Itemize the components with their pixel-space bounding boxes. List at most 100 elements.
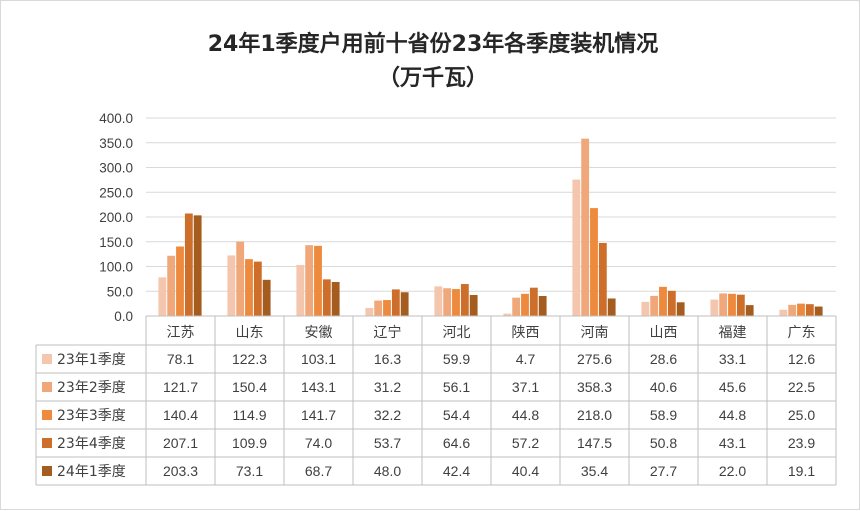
bar [521, 293, 529, 316]
legend-key [42, 466, 52, 476]
bar [745, 305, 754, 316]
bar [512, 297, 521, 316]
bar [788, 304, 797, 316]
bar [331, 281, 340, 316]
bar [650, 295, 659, 316]
bar [400, 292, 409, 316]
data-label: 122.3 [232, 351, 267, 367]
category-label: 广东 [788, 325, 816, 341]
bar [538, 296, 547, 316]
bar [659, 286, 667, 316]
bar [598, 242, 607, 316]
data-label: 27.7 [650, 463, 677, 479]
category-label: 陕西 [512, 325, 540, 341]
data-label: 4.7 [516, 351, 536, 367]
data-label: 48.0 [374, 463, 401, 479]
bar [797, 303, 805, 317]
data-label: 218.0 [577, 407, 612, 423]
bar [176, 246, 184, 316]
data-label: 23.9 [788, 435, 815, 451]
data-label: 207.1 [163, 435, 198, 451]
data-label: 78.1 [167, 351, 194, 367]
data-label: 40.4 [512, 463, 539, 479]
bar [245, 259, 253, 316]
data-label: 44.8 [719, 407, 746, 423]
data-label: 50.8 [650, 435, 677, 451]
data-label: 73.1 [236, 463, 263, 479]
bar [581, 138, 590, 316]
bar [262, 279, 271, 316]
y-tick-label: 300.0 [99, 161, 133, 176]
series-name: 23年3季度 [57, 408, 126, 424]
y-tick-label: 250.0 [99, 185, 133, 200]
bar [296, 264, 305, 316]
legend-key [42, 438, 52, 448]
category-label: 河北 [443, 325, 471, 341]
data-label: 22.5 [788, 379, 815, 395]
data-label: 58.9 [650, 407, 677, 423]
data-label: 35.4 [581, 463, 608, 479]
bar [814, 306, 823, 316]
bar [158, 277, 167, 316]
bar [460, 284, 469, 316]
data-label: 33.1 [719, 351, 746, 367]
data-label: 74.0 [305, 435, 332, 451]
bar [443, 288, 452, 316]
data-label: 103.1 [301, 351, 336, 367]
y-tick-label: 350.0 [99, 136, 133, 151]
legend-key [42, 354, 52, 364]
bar [676, 302, 685, 316]
data-label: 32.2 [374, 407, 401, 423]
series-name: 23年1季度 [57, 352, 126, 368]
bar [227, 255, 236, 316]
bar [452, 289, 460, 316]
bar [469, 295, 478, 316]
bar [503, 313, 512, 316]
category-label: 江苏 [167, 325, 195, 341]
series-name: 24年1季度 [57, 464, 126, 480]
data-label: 143.1 [301, 379, 336, 395]
data-label: 140.4 [163, 407, 198, 423]
y-tick-label: 0.0 [114, 309, 133, 324]
legend-key [42, 382, 52, 392]
category-label: 山西 [650, 325, 678, 341]
data-label: 275.6 [577, 351, 612, 367]
data-label: 57.2 [512, 435, 539, 451]
data-label: 45.6 [719, 379, 746, 395]
series-name: 23年4季度 [57, 436, 126, 452]
data-label: 40.6 [650, 379, 677, 395]
data-label: 44.8 [512, 407, 539, 423]
bar [383, 300, 391, 316]
category-label: 山东 [236, 325, 264, 341]
data-table: 江苏 山东 安徽 辽宁 河北 陕西 河南 山西 福建 广东 23年1季度 78.1 122.3 103.1… [35, 315, 837, 486]
bar [391, 289, 400, 316]
data-label: 54.4 [443, 407, 470, 423]
y-tick-label: 50.0 [107, 284, 133, 299]
y-tick-label: 200.0 [99, 210, 133, 225]
bar [314, 245, 322, 316]
bar [193, 215, 202, 316]
bar [779, 309, 788, 316]
bar [736, 294, 745, 316]
bar [572, 179, 581, 316]
category-label: 河南 [581, 325, 609, 341]
bar [719, 293, 728, 316]
data-label: 37.1 [512, 379, 539, 395]
bar [667, 290, 676, 316]
bar [322, 279, 331, 316]
data-label: 22.0 [719, 463, 746, 479]
data-label: 64.6 [443, 435, 470, 451]
bar [184, 213, 193, 316]
data-label: 141.7 [301, 407, 336, 423]
category-label: 辽宁 [374, 324, 402, 341]
bars [158, 138, 823, 317]
data-label: 59.9 [443, 351, 470, 367]
category-label: 安徽 [305, 325, 333, 341]
bar [710, 299, 719, 316]
legend-key [42, 410, 52, 420]
data-label: 53.7 [374, 435, 401, 451]
data-label: 25.0 [788, 407, 815, 423]
data-label: 19.1 [788, 463, 815, 479]
